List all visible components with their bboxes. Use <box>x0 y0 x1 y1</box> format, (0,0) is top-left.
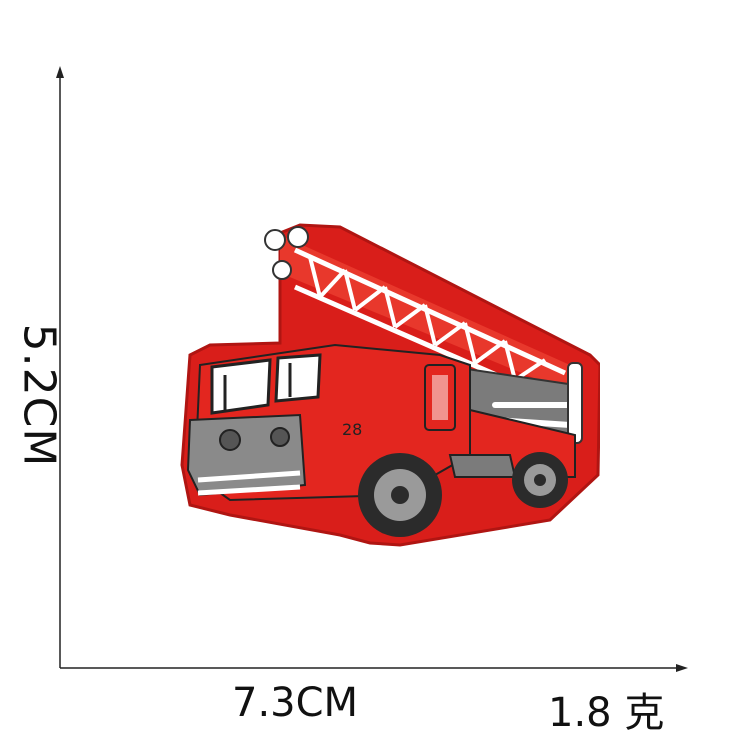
cab-window-2 <box>274 353 322 403</box>
truck-number: 28 <box>342 420 362 439</box>
front-wheel <box>358 453 442 537</box>
fire-truck-patch: 28 <box>180 223 600 547</box>
front-grille <box>186 413 307 497</box>
height-label: 5.2CM <box>13 323 65 468</box>
rear-wheel <box>512 452 568 508</box>
rear-step <box>448 454 517 478</box>
weight-label: 1.8 克 <box>548 690 665 736</box>
ladder <box>264 226 570 408</box>
cab-window <box>210 358 272 415</box>
width-label: 7.3CM <box>232 680 359 726</box>
